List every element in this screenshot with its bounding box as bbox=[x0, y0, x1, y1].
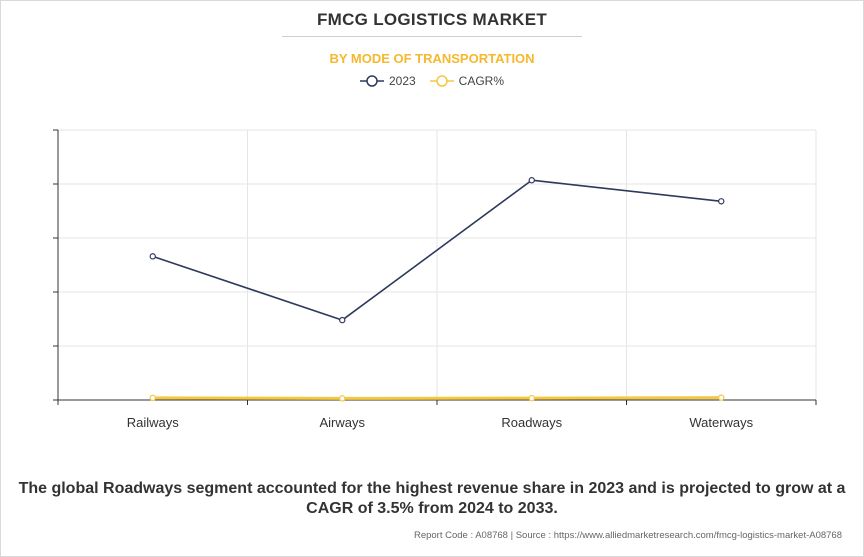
data-point-cagr-waterways bbox=[718, 394, 725, 401]
title-divider bbox=[282, 36, 582, 37]
data-point-cagr-railways bbox=[149, 394, 156, 402]
legend-item-cagr[interactable]: CAGR% bbox=[429, 74, 505, 88]
legend-label-2023: 2023 bbox=[388, 74, 416, 88]
data-point-cagr-roadways bbox=[528, 394, 535, 402]
x-tick-label-railways: Railways bbox=[127, 415, 180, 430]
legend-item-2023[interactable]: 2023 bbox=[359, 74, 416, 88]
chart-title: FMCG LOGISTICS MARKET bbox=[316, 10, 548, 29]
data-point-2023-railways bbox=[149, 253, 156, 260]
data-point-2023-waterways bbox=[718, 198, 725, 205]
chart-subtitle: BY MODE OF TRANSPORTATION bbox=[329, 51, 535, 66]
data-point-2023-roadways bbox=[528, 177, 535, 184]
x-tick-label-roadways: Roadways bbox=[501, 415, 562, 430]
legend-swatch-cagr-icon bbox=[429, 75, 454, 87]
data-point-2023-airways bbox=[339, 316, 346, 324]
x-tick-label-waterways: Waterways bbox=[689, 415, 753, 430]
legend-label-cagr: CAGR% bbox=[458, 74, 505, 88]
legend: 2023 CAGR% bbox=[0, 72, 864, 90]
summary-footnote: The global Roadways segment accounted fo… bbox=[18, 480, 846, 517]
series-line-cagr bbox=[152, 396, 722, 400]
source-note: Report Code : A08768 | Source : https://… bbox=[413, 530, 842, 541]
data-point-cagr-airways bbox=[339, 395, 346, 402]
legend-swatch-2023-icon bbox=[359, 75, 384, 87]
series-line-2023 bbox=[152, 179, 722, 321]
x-tick-label-airways: Airways bbox=[319, 415, 365, 430]
